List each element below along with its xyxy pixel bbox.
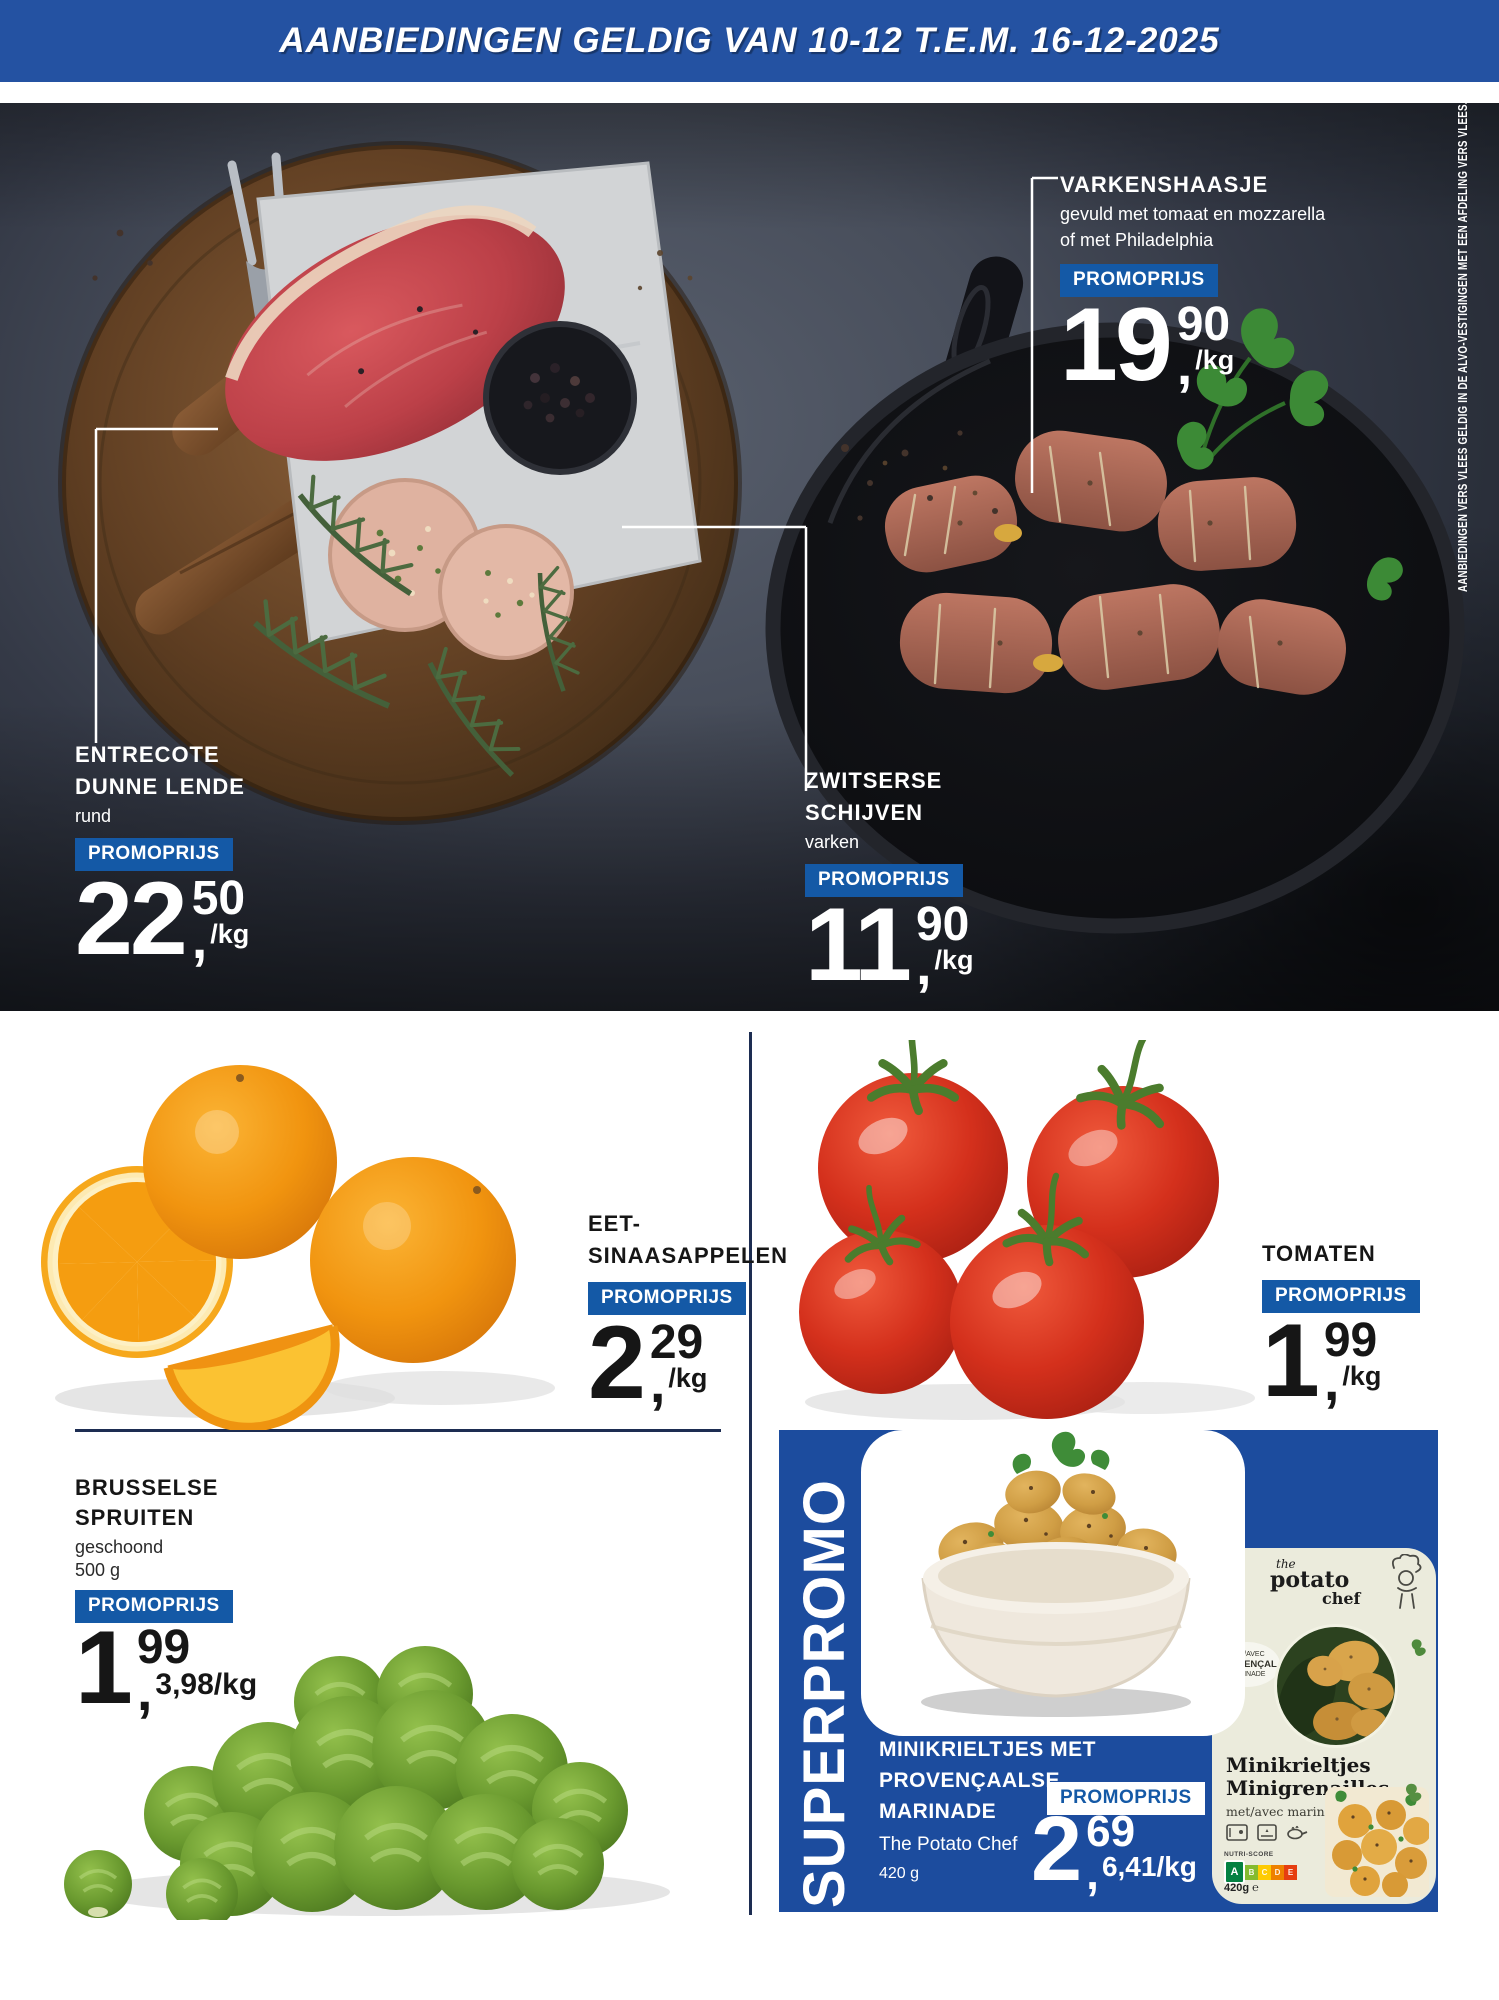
product-minikrieltjes: MINIKRIELTJES MET PROVENÇAALSE MARINADE … [879,1734,1096,1883]
product-brand: The Potato Chef [879,1834,1018,1855]
product-description-line1: geschoond [75,1537,164,1557]
product-zwitserse-schijven: ZWITSERSE SCHIJVEN varken PROMOPRIJS 11 … [805,765,974,1003]
product-name-line1: EET- [588,1211,641,1236]
product-name-line3: MARINADE [879,1800,997,1823]
promo-badge: PROMOPRIJS [805,864,963,897]
zwitserse-schijven-photo [328,478,574,660]
brand-logo: the potato chef [1270,1557,1390,1608]
product-price: 1 99 , /kg [1262,1303,1382,1419]
product-varkenshaasje: VARKENSHAASJE gevuld met tomaat en mozza… [1060,169,1326,403]
tomatoes-photo [799,1040,1255,1420]
nutriscore-a: A [1224,1860,1245,1884]
product-description-line1: gevuld met tomaat en mozzarella [1060,204,1326,224]
product-description-line2: 500 g [75,1560,121,1580]
package-serving-photo [1325,1787,1429,1897]
product-name-line2: SINAASAPPELEN [588,1243,789,1268]
logo-potato: potato [1270,1567,1350,1593]
product-price: 2 69 , 6,41/kg [1031,1798,1197,1900]
product-name: VARKENSHAASJE [1060,172,1269,197]
product-price: 11 90 , /kg [805,887,974,1003]
product-price: 2 29 , /kg [588,1305,708,1421]
product-name-line2: SPRUITEN [75,1505,195,1530]
superpromo-label: SUPERPROMO [792,1479,857,1908]
product-entrecote: ENTRECOTE DUNNE LENDE rund PROMOPRIJS 22… [75,739,250,977]
product-description-line2: of met Philadelphia [1060,230,1214,250]
potato-chef-package: the potato chef MET/AVEC PROVENÇAL MARIN… [1212,1548,1436,1904]
product-name-line2: DUNNE LENDE [75,774,245,799]
promo-badge: PROMOPRIJS [1262,1280,1420,1313]
product-description: varken [805,832,860,852]
preparation-icons [1226,1824,1308,1841]
oranges-photo [41,1065,555,1430]
promo-badge: PROMOPRIJS [75,1590,233,1623]
product-tomaten: TOMATEN PROMOPRIJS 1 99 , /kg [1262,1238,1420,1419]
varkenshaasje-rolls-photo [884,430,1347,695]
promo-badge: PROMOPRIJS [1047,1782,1205,1815]
peppercorn-bowl-photo [483,321,637,475]
product-sinaasappelen: EET- SINAASAPPELEN PROMOPRIJS 2 29 , /kg [588,1208,789,1421]
product-weight: 420 g [879,1865,920,1882]
product-name-line2: SCHIJVEN [805,800,924,825]
chef-doodle-icon [1391,1554,1422,1609]
promo-badge: PROMOPRIJS [75,838,233,871]
entrecote-steak-photo [225,205,565,461]
product-name-line1: BRUSSELSE [75,1475,219,1500]
nutriscore-d: D [1271,1864,1284,1880]
validity-text: AANBIEDINGEN GELDIG VAN 10-12 T.E.M. 16-… [279,21,1220,60]
logo-chef: chef [1322,1589,1361,1608]
product-name-line1: ZWITSERSE [805,768,943,793]
product-name-line1: ENTRECOTE [75,742,220,767]
validity-banner: AANBIEDINGEN GELDIG VAN 10-12 T.E.M. 16-… [0,0,1499,82]
nutriscore-c: C [1258,1864,1271,1880]
brussels-sprouts-photo [64,1646,670,1920]
loose-sprouts [64,1850,238,1920]
product-name-line1: MINIKRIELTJES MET [879,1738,1096,1761]
meat-hero-section: VARKENSHAASJE gevuld met tomaat en mozza… [0,103,1499,1011]
microwave-icon [1226,1824,1248,1841]
package-window [1274,1624,1398,1748]
callout-lines [94,176,1058,791]
logo-the: the [1276,1557,1296,1571]
parsley-fleck-icon [1406,1783,1422,1802]
package-title: Minikrieltjes Minigrenailles met/avec ma… [1226,1753,1390,1820]
parsley-fleck-icon [1411,1639,1426,1656]
product-name: TOMATEN [1262,1241,1376,1266]
vertical-divider [749,1032,752,1915]
nutriscore: NUTRI-SCORE A B C D E [1224,1851,1297,1884]
package-weight: 420g ℮ [1224,1882,1259,1894]
oven-icon [1257,1824,1277,1841]
spice-scatter-photo [92,229,998,521]
superpromo-box: SUPERPROMO [779,1430,1438,1912]
product-name-line2: PROVENÇAALSE [879,1769,1061,1792]
meat-photo-illustration [58,141,1465,934]
nutriscore-b: B [1245,1864,1258,1880]
bowl [921,1542,1191,1698]
parsley-garnish-photo [1170,308,1413,606]
nutriscore-e: E [1284,1864,1297,1880]
promo-badge: PROMOPRIJS [588,1282,746,1315]
fresh-meat-note: AANBIEDINGEN VERS VLEES GELDIG IN DE ALV… [1456,101,1470,592]
potato-bowl-photo [861,1430,1245,1736]
product-price: 19 90 , /kg [1060,287,1235,403]
product-spruiten: BRUSSELSE SPRUITEN geschoond 500 g PROMO… [75,1473,258,1726]
product-price: 22 50 , /kg [75,861,250,977]
horizontal-divider [75,1429,721,1432]
promo-badge: PROMOPRIJS [1060,264,1218,297]
pan-icon [1287,1825,1308,1840]
product-description: rund [75,806,112,826]
orange-wedge [163,1324,340,1430]
product-price: 1 99 , 3,98/kg [75,1610,258,1726]
